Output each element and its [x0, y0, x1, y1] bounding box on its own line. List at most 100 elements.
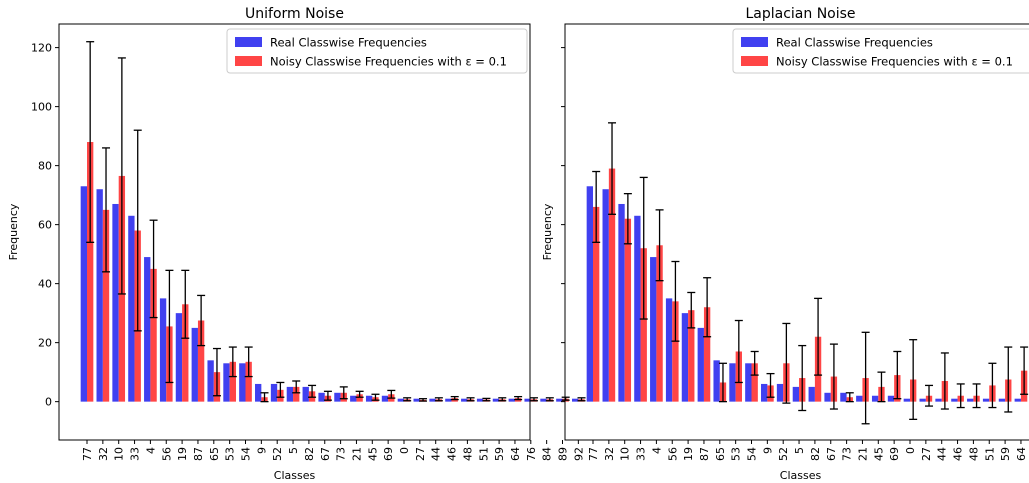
- x-tick-label: 9: [255, 447, 268, 454]
- x-tick-label: 65: [208, 447, 221, 461]
- x-tick-label: 45: [366, 447, 379, 461]
- x-tick-label: 32: [603, 447, 616, 461]
- real-frequency-bar: [650, 257, 657, 402]
- real-frequency-bar: [967, 398, 974, 402]
- x-tick-label: 56: [666, 447, 679, 461]
- x-tick-label: 65: [714, 447, 727, 461]
- x-tick-label: 51: [477, 447, 490, 461]
- x-tick-label: 19: [176, 447, 189, 461]
- x-tick-label: 5: [287, 447, 300, 454]
- real-frequency-bar: [191, 327, 198, 402]
- x-tick-label: 54: [240, 447, 253, 461]
- real-frequency-bar: [144, 257, 151, 402]
- x-tick-label: 19: [682, 447, 695, 461]
- x-tick-label: 0: [398, 447, 411, 454]
- real-frequency-bar: [776, 383, 784, 402]
- real-frequency-bar: [286, 386, 294, 402]
- noisy-frequency-bar: [751, 363, 758, 402]
- x-tick-label: 4: [144, 447, 157, 454]
- x-tick-label: 52: [271, 447, 284, 461]
- y-tick-label: 100: [31, 101, 52, 114]
- x-tick-label: 0: [904, 447, 917, 454]
- real-frequency-bar: [1014, 398, 1021, 402]
- x-tick-label: 44: [430, 447, 443, 461]
- x-tick-label: 4: [650, 447, 663, 454]
- real-frequency-bar: [618, 203, 625, 402]
- real-frequency-bar: [871, 395, 879, 402]
- noisy-frequency-bar: [197, 320, 205, 402]
- real-frequency-bar: [761, 383, 768, 402]
- x-tick-label: 77: [587, 447, 600, 461]
- legend-label: Noisy Classwise Frequencies with ε = 0.1: [270, 55, 507, 69]
- x-tick-label: 73: [335, 447, 348, 461]
- x-tick-label: 82: [303, 447, 316, 461]
- x-tick-label: 10: [619, 447, 632, 461]
- real-frequency-bar: [461, 398, 468, 402]
- x-tick-label: 53: [730, 447, 743, 461]
- real-frequency-bar: [350, 395, 357, 402]
- real-frequency-bar: [159, 298, 167, 402]
- chart-title: Uniform Noise: [245, 6, 344, 22]
- real-frequency-bar: [919, 398, 926, 402]
- y-tick-label: 80: [38, 160, 52, 173]
- x-axis-label: Classes: [274, 469, 316, 482]
- x-tick-label: 21: [350, 447, 363, 461]
- x-tick-label: 44: [936, 447, 949, 461]
- real-frequency-bar: [745, 363, 752, 402]
- x-tick-label: 64: [1015, 447, 1028, 461]
- noisy-frequency-bar: [593, 206, 600, 402]
- noisy-frequency-bar: [293, 386, 300, 402]
- x-tick-label: 64: [509, 447, 522, 461]
- x-tick-label: 9: [761, 447, 774, 454]
- x-tick-label: 45: [872, 447, 885, 461]
- x-tick-label: 56: [160, 447, 173, 461]
- x-tick-label: 51: [983, 447, 996, 461]
- real-frequency-bar: [540, 398, 547, 402]
- legend-label: Real Classwise Frequencies: [776, 36, 933, 50]
- real-frequency-bar: [96, 189, 103, 402]
- real-frequency-bar: [713, 360, 720, 402]
- real-frequency-bar: [665, 298, 673, 402]
- noisy-frequency-bar: [87, 142, 94, 402]
- legend-box: [226, 28, 528, 74]
- y-axis-label: Frequency: [7, 203, 20, 260]
- real-frequency-bar: [175, 313, 183, 402]
- x-tick-label: 52: [777, 447, 790, 461]
- legend-swatch: [235, 56, 262, 66]
- real-frequency-bar: [413, 398, 420, 402]
- x-tick-label: 89: [557, 447, 570, 461]
- x-tick-label: 69: [888, 447, 901, 461]
- real-frequency-bar: [429, 398, 436, 402]
- real-frequency-bar: [207, 360, 214, 402]
- x-tick-label: 21: [856, 447, 869, 461]
- legend-swatch: [741, 37, 768, 47]
- legend-box: [732, 28, 1029, 74]
- x-tick-label: 48: [461, 447, 474, 461]
- real-frequency-bar: [112, 203, 119, 402]
- y-tick-label: 40: [38, 278, 52, 291]
- real-frequency-bar: [492, 398, 500, 402]
- noisy-frequency-bar: [245, 361, 252, 402]
- x-tick-label: 92: [572, 447, 585, 461]
- x-tick-label: 69: [382, 447, 395, 461]
- x-tick-label: 87: [698, 447, 711, 461]
- legend-swatch: [235, 37, 262, 47]
- noisy-frequency-bar: [703, 307, 711, 402]
- x-tick-label: 87: [192, 447, 205, 461]
- laplacian-noise-panel: 77 32 10 33 4 56 19 87 65 53 54 9 52 5 82 67 73 21 45 69 0 27…: [541, 6, 1029, 482]
- y-axis-label: Frequency: [541, 203, 554, 260]
- real-frequency-bar: [556, 398, 563, 402]
- y-tick-label: 0: [45, 396, 52, 409]
- noisy-frequency-bar: [102, 209, 110, 402]
- real-frequency-bar: [128, 215, 135, 402]
- legend-swatch: [741, 56, 768, 66]
- x-tick-label: 73: [841, 447, 854, 461]
- noisy-frequency-bar: [656, 245, 663, 402]
- real-frequency-bar: [982, 398, 990, 402]
- real-frequency-bar: [255, 383, 262, 402]
- real-frequency-bar: [903, 398, 910, 402]
- noisy-frequency-bar: [672, 301, 679, 402]
- noisy-frequency-bar: [150, 268, 157, 402]
- noisy-frequency-bar: [356, 394, 363, 402]
- real-frequency-bar: [792, 386, 800, 402]
